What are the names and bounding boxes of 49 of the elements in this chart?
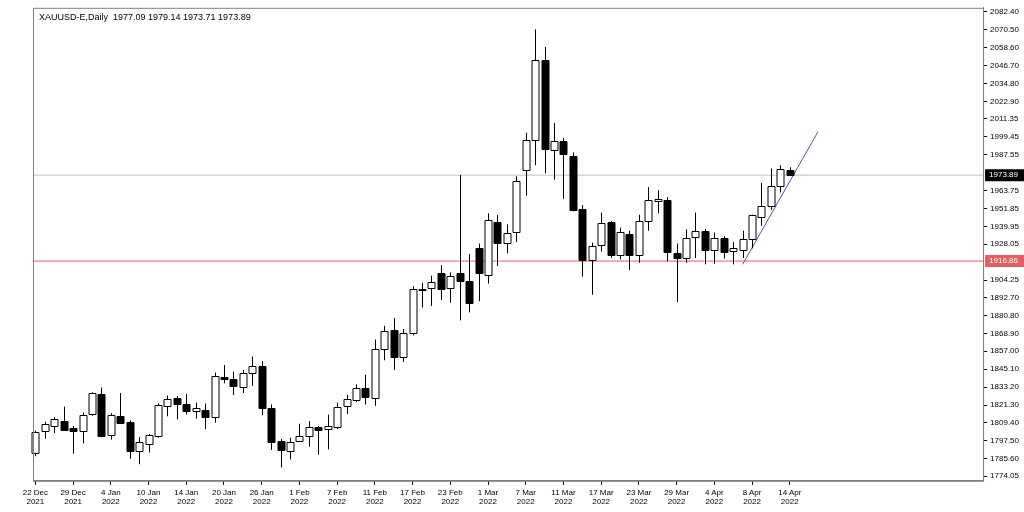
- y-tick-label: 1868.90: [990, 328, 1020, 338]
- x-tick-label: 17 Feb 2022: [400, 487, 426, 507]
- x-tick-label: 20 Jan 2022: [211, 487, 236, 507]
- y-tick-label: 1821.30: [990, 400, 1020, 410]
- x-tick-label: 8 Apr 2022: [742, 487, 762, 507]
- x-tick-label: 14 Apr 2022: [778, 487, 802, 507]
- y-tick-label: 1999.45: [990, 131, 1020, 141]
- y-tick-label: 2022.90: [990, 96, 1020, 106]
- y-tick-label: 2058.60: [990, 42, 1020, 52]
- text: XAUUSD-E,Daily 1977.09 1979.14 1973.71 1973.89: [39, 12, 251, 23]
- y-tick-label: 1785.60: [990, 454, 1020, 464]
- x-tick-label: 14 Jan 2022: [174, 487, 199, 507]
- x-tick-label: 23 Feb 2022: [437, 487, 464, 507]
- y-tick-label: 2070.50: [990, 24, 1020, 34]
- x-tick-label: 1 Mar 2022: [477, 487, 499, 507]
- y-tick-label: 1951.85: [990, 203, 1020, 213]
- y-tick-label: 2034.80: [990, 78, 1020, 88]
- y-tick-label: 1857.00: [990, 346, 1020, 356]
- y-tick-label: 1845.10: [990, 364, 1020, 374]
- y-tick-label: 1833.20: [990, 382, 1020, 392]
- x-tick-label: 7 Mar 2022: [515, 487, 537, 507]
- x-tick-label: 11 Feb 2022: [362, 487, 388, 507]
- x-tick-label: 10 Jan 2022: [136, 487, 161, 507]
- x-tick-label: 26 Jan 2022: [249, 487, 274, 507]
- x-tick-label: 23 Mar 2022: [626, 487, 652, 507]
- x-tick-label: 29 Dec 2021: [60, 487, 86, 507]
- ref-line-label: 1973.89: [989, 170, 1019, 180]
- y-tick-label: 1774.05: [990, 471, 1020, 481]
- y-tick-label: 1939.95: [990, 221, 1020, 231]
- y-tick-label: 2011.35: [990, 113, 1019, 123]
- ref-line-label: 1916.86: [989, 256, 1019, 266]
- y-tick-label: 1904.25: [990, 275, 1020, 285]
- y-tick-label: 1809.40: [990, 418, 1020, 428]
- y-tick-label: 1797.50: [990, 436, 1020, 446]
- y-tick-label: 1987.55: [990, 149, 1020, 159]
- x-tick-label: 22 Dec 2021: [22, 487, 49, 507]
- y-tick-label: 1963.75: [990, 185, 1020, 195]
- x-tick-label: 7 Feb 2022: [326, 487, 348, 507]
- x-tick-label: 11 Mar 2022: [551, 487, 576, 507]
- x-tick-label: 1 Feb 2022: [289, 487, 311, 507]
- y-tick-label: 1928.05: [990, 239, 1020, 249]
- y-tick-label: 2046.70: [990, 60, 1020, 70]
- y-tick-label: 1880.80: [990, 310, 1020, 320]
- y-tick-label: 2082.40: [990, 6, 1020, 16]
- x-tick-label: 17 Mar 2022: [588, 487, 614, 507]
- x-tick-label: 4 Apr 2022: [704, 487, 724, 507]
- x-tick-label: 29 Mar 2022: [664, 487, 690, 507]
- x-tick-label: 4 Jan 2022: [101, 487, 121, 507]
- y-tick-label: 1892.70: [990, 292, 1020, 302]
